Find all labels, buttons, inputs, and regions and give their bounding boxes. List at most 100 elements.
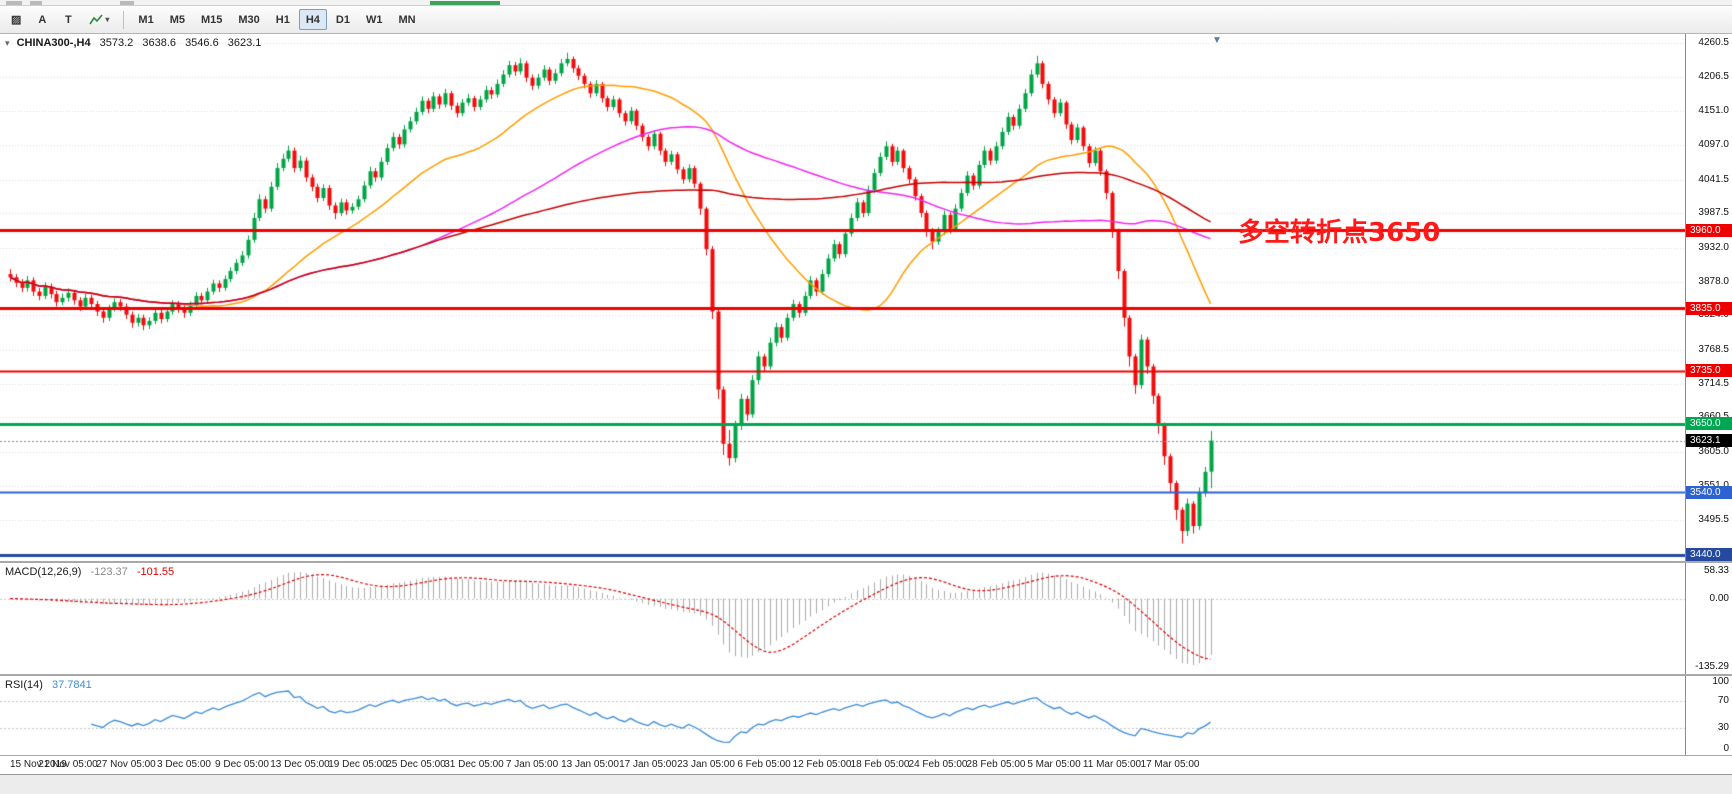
level-price-tag: 3540.0: [1686, 485, 1732, 499]
low-value: 3546.6: [185, 37, 219, 49]
time-axis-label: 15 Nov 2019: [10, 759, 67, 770]
time-axis-label: 21 Nov 05:00: [38, 759, 98, 770]
time-axis-label: 6 Feb 05:00: [737, 759, 791, 770]
time-axis-label: 11 Mar 05:00: [1082, 759, 1142, 770]
rsi-plot[interactable]: RSI(14) 37.7841: [0, 676, 1685, 755]
time-axis-label: 7 Jan 05:00: [505, 759, 559, 770]
price-axis-label: 3878.0: [1698, 275, 1729, 287]
price-axis-label: 4260.5: [1698, 37, 1729, 49]
time-axis-label: 27 Nov 05:00: [96, 759, 156, 770]
time-axis-label: 3 Dec 05:00: [157, 759, 211, 770]
level-price-tag: 3960.0: [1686, 223, 1732, 237]
time-axis-label: 23 Jan 05:00: [677, 759, 735, 770]
label-tool-button[interactable]: T: [56, 9, 80, 30]
timeframe-m30-button[interactable]: M30: [231, 9, 266, 30]
time-axis-label: 18 Feb 05:00: [850, 759, 910, 770]
panel-divider: [0, 755, 1732, 756]
macd-axis-label: 58.33: [1703, 565, 1729, 576]
high-value: 3638.6: [142, 37, 176, 49]
chevron-down-icon: ▾: [105, 15, 110, 24]
timeframe-m5-button[interactable]: M5: [163, 9, 192, 30]
indicator-line-icon: [89, 13, 104, 24]
rsi-axis-label: 100: [1712, 676, 1729, 687]
chart-title: ▾ CHINA300-,H4 3573.2 3638.6 3546.6 3623…: [5, 37, 261, 49]
main-chart-panel: ▾ CHINA300-,H4 3573.2 3638.6 3546.6 3623…: [0, 34, 1732, 562]
macd-panel: MACD(12,26,9) -123.37 -101.55 58.33 0.00 -…: [0, 563, 1732, 674]
price-axis-label: 3660.5: [1698, 411, 1729, 422]
time-axis-label: 13 Jan 05:00: [561, 759, 619, 770]
timeframe-d1-button[interactable]: D1: [329, 9, 357, 30]
level-price-tag: 3650.0: [1686, 417, 1732, 431]
time-axis-label: 5 Mar 05:00: [1027, 759, 1081, 770]
timeframe-w1-button[interactable]: W1: [359, 9, 390, 30]
price-axis-label: 4206.5: [1698, 70, 1729, 82]
time-axis-label: 17 Mar 05:00: [1140, 759, 1200, 770]
rsi-panel: RSI(14) 37.7841 100 70 30 0: [0, 676, 1732, 755]
timeframe-m15-button[interactable]: M15: [194, 9, 229, 30]
panel-divider[interactable]: [0, 674, 1732, 676]
status-bar: [0, 774, 1732, 794]
rsi-title: RSI(14): [5, 679, 43, 691]
time-axis-label: 17 Jan 05:00: [619, 759, 677, 770]
level-price-tag: 3440.0: [1686, 548, 1732, 562]
objects-tool-button[interactable]: ▨: [4, 9, 28, 30]
objects-icon: ▨: [11, 14, 22, 26]
main-chart-canvas[interactable]: [0, 34, 1685, 561]
text-a-icon: A: [38, 13, 47, 26]
rsi-axis-label: 0: [1723, 743, 1729, 754]
price-axis-label: 3987.5: [1698, 207, 1729, 219]
price-axis-label: 3932.0: [1698, 241, 1729, 253]
timeframe-h1-button[interactable]: H1: [269, 9, 297, 30]
time-axis-label: 19 Dec 05:00: [328, 759, 388, 770]
macd-plot[interactable]: MACD(12,26,9) -123.37 -101.55: [0, 563, 1685, 674]
price-axis-label: 4041.5: [1698, 173, 1729, 185]
text-t-icon: T: [65, 13, 72, 26]
timeframe-button-group: M1 M5 M15 M30 H1 H4 D1 W1 MN: [131, 9, 422, 30]
panel-divider[interactable]: [0, 561, 1732, 563]
price-axis-label: 3551.0: [1698, 480, 1729, 491]
open-value: 3573.2: [99, 37, 134, 49]
price-axis[interactable]: 4260.5 4206.5 4151.0 4097.0 4041.5 3987.5 3932…: [1685, 34, 1732, 562]
timeframe-m1-button[interactable]: M1: [131, 9, 160, 30]
current-price-tag: 3623.1: [1686, 434, 1732, 448]
chart-toolbar: ▨ A T ▾ M1 M5 M15 M30 H1 H4 D1 W1 MN: [0, 6, 1732, 34]
macd-title: MACD(12,26,9): [5, 566, 82, 578]
time-axis-label: 9 Dec 05:00: [215, 759, 269, 770]
level-price-tag: 3735.0: [1686, 364, 1732, 378]
rsi-canvas[interactable]: [0, 676, 1685, 755]
chart-shift-marker-icon[interactable]: ▼: [1212, 35, 1222, 46]
macd-canvas[interactable]: [0, 563, 1685, 674]
one-click-trading-toggle[interactable]: ▾: [5, 38, 10, 48]
price-axis-label: 3605.0: [1698, 445, 1729, 457]
time-axis-label: 25 Dec 05:00: [386, 759, 446, 770]
macd-axis-label: -135.29: [1695, 661, 1729, 672]
rsi-axis-label: 70: [1717, 694, 1729, 706]
price-axis-label: 3768.5: [1698, 343, 1729, 355]
timeframe-h4-button[interactable]: H4: [298, 9, 327, 30]
rsi-axis-label: 30: [1717, 722, 1729, 734]
symbol-period-label: CHINA300-,H4: [16, 37, 91, 49]
indicators-dropdown-button[interactable]: ▾: [82, 9, 116, 30]
close-value: 3623.1: [227, 37, 262, 49]
time-axis-label: 31 Dec 05:00: [444, 759, 504, 770]
rsi-axis[interactable]: 100 70 30 0: [1685, 676, 1732, 755]
price-axis-label: 4097.0: [1698, 139, 1729, 150]
time-axis-label: 12 Feb 05:00: [792, 759, 852, 770]
macd-header: MACD(12,26,9) -123.37 -101.55: [5, 566, 174, 578]
level-price-tag: 3835.0: [1686, 301, 1732, 315]
chart-annotation-text: 多空转折点3650: [1238, 218, 1441, 248]
text-annotation-button[interactable]: A: [30, 9, 54, 30]
rsi-value: 37.7841: [51, 679, 92, 691]
toolbar-separator: [123, 10, 125, 29]
macd-axis[interactable]: 58.33 0.00 -135.29: [1685, 563, 1732, 674]
clipped-icon: [30, 1, 42, 5]
price-axis-label: 4151.0: [1698, 105, 1729, 117]
time-axis[interactable]: 15 Nov 2019 21 Nov 05:00 27 Nov 05:00 3 Dec…: [0, 756, 1732, 774]
clipped-icon: [120, 1, 134, 5]
macd-axis-label: 0.00: [1709, 592, 1729, 604]
main-chart-plot[interactable]: ▾ CHINA300-,H4 3573.2 3638.6 3546.6 3623…: [0, 34, 1685, 561]
price-axis-label: 3495.5: [1698, 514, 1729, 526]
clipped-icon: [6, 1, 22, 5]
timeframe-mn-button[interactable]: MN: [391, 9, 422, 30]
